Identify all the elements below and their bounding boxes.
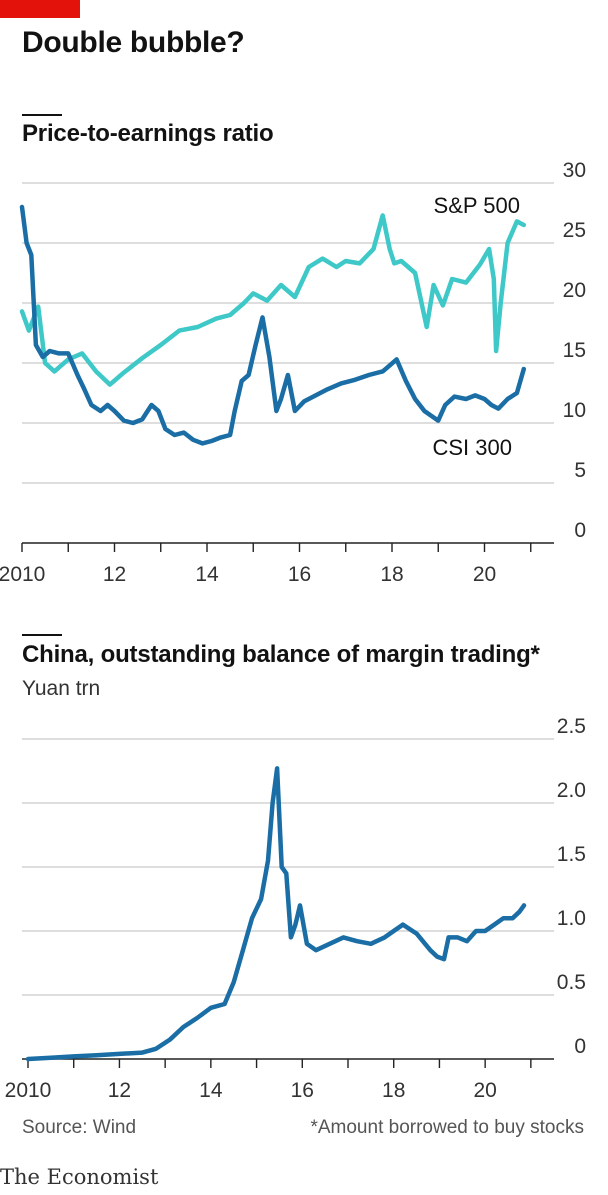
economist-logo-text: The Economist: [0, 1165, 159, 1189]
y-tick-label: 15: [563, 339, 586, 362]
x-tick-label: 2010: [0, 563, 45, 586]
pe-ratio-chart: 0 5 10 15 20 25 30 2010 12 14 16 18 20 S&P 500 CSI 300: [0, 159, 586, 586]
y-tick-label: 25: [563, 219, 586, 242]
margin-trading-chart: 0 0.5 1.0 1.5 2.0 2.5 2010 12 14 16 18 20: [5, 715, 586, 1102]
x-tick-label: 16: [288, 563, 311, 586]
series-line-csi-300: [19, 204, 527, 446]
chart2-unit: Yuan trn: [22, 677, 101, 700]
y-tick-label: 10: [563, 399, 586, 422]
y-tick-label: 5: [574, 459, 586, 482]
source-note: Source: Wind: [22, 1117, 137, 1138]
footnote: *Amount borrowed to buy stocks: [310, 1117, 584, 1138]
headline: Double bubble?: [22, 26, 245, 59]
y-tick-label: 2.0: [557, 779, 586, 802]
x-tick-label: 18: [380, 563, 403, 586]
x-tick-label: 20: [473, 1079, 496, 1102]
y-tick-label: 0: [574, 519, 586, 542]
y-tick-label: 30: [563, 159, 586, 182]
x-tick-label: 20: [473, 563, 496, 586]
x-tick-label: 2010: [5, 1079, 52, 1102]
x-tick-label: 14: [199, 1079, 223, 1102]
chart2-title: China, outstanding balance of margin tra…: [22, 641, 540, 668]
chart1-rule: [22, 114, 62, 116]
y-tick-label: 1.0: [557, 907, 586, 930]
chart2-rule: [22, 634, 62, 636]
chart1-title: Price-to-earnings ratio: [22, 120, 274, 147]
y-tick-label: 0: [574, 1035, 586, 1058]
brand-red-tag: [0, 0, 80, 18]
series-label-csi300: CSI 300: [433, 435, 513, 460]
series-line-margin-balance: [25, 766, 527, 1062]
y-tick-label: 0.5: [557, 971, 586, 994]
y-tick-label: 2.5: [557, 715, 586, 738]
y-tick-label: 20: [563, 279, 586, 302]
x-tick-label: 18: [382, 1079, 405, 1102]
x-tick-label: 12: [103, 563, 126, 586]
y-tick-label: 1.5: [557, 843, 586, 866]
x-tick-label: 16: [291, 1079, 314, 1102]
series-line-s-p-500: [19, 213, 527, 387]
x-tick-label: 12: [108, 1079, 131, 1102]
x-tick-label: 14: [195, 563, 219, 586]
series-label-sp500: S&P 500: [434, 193, 520, 218]
